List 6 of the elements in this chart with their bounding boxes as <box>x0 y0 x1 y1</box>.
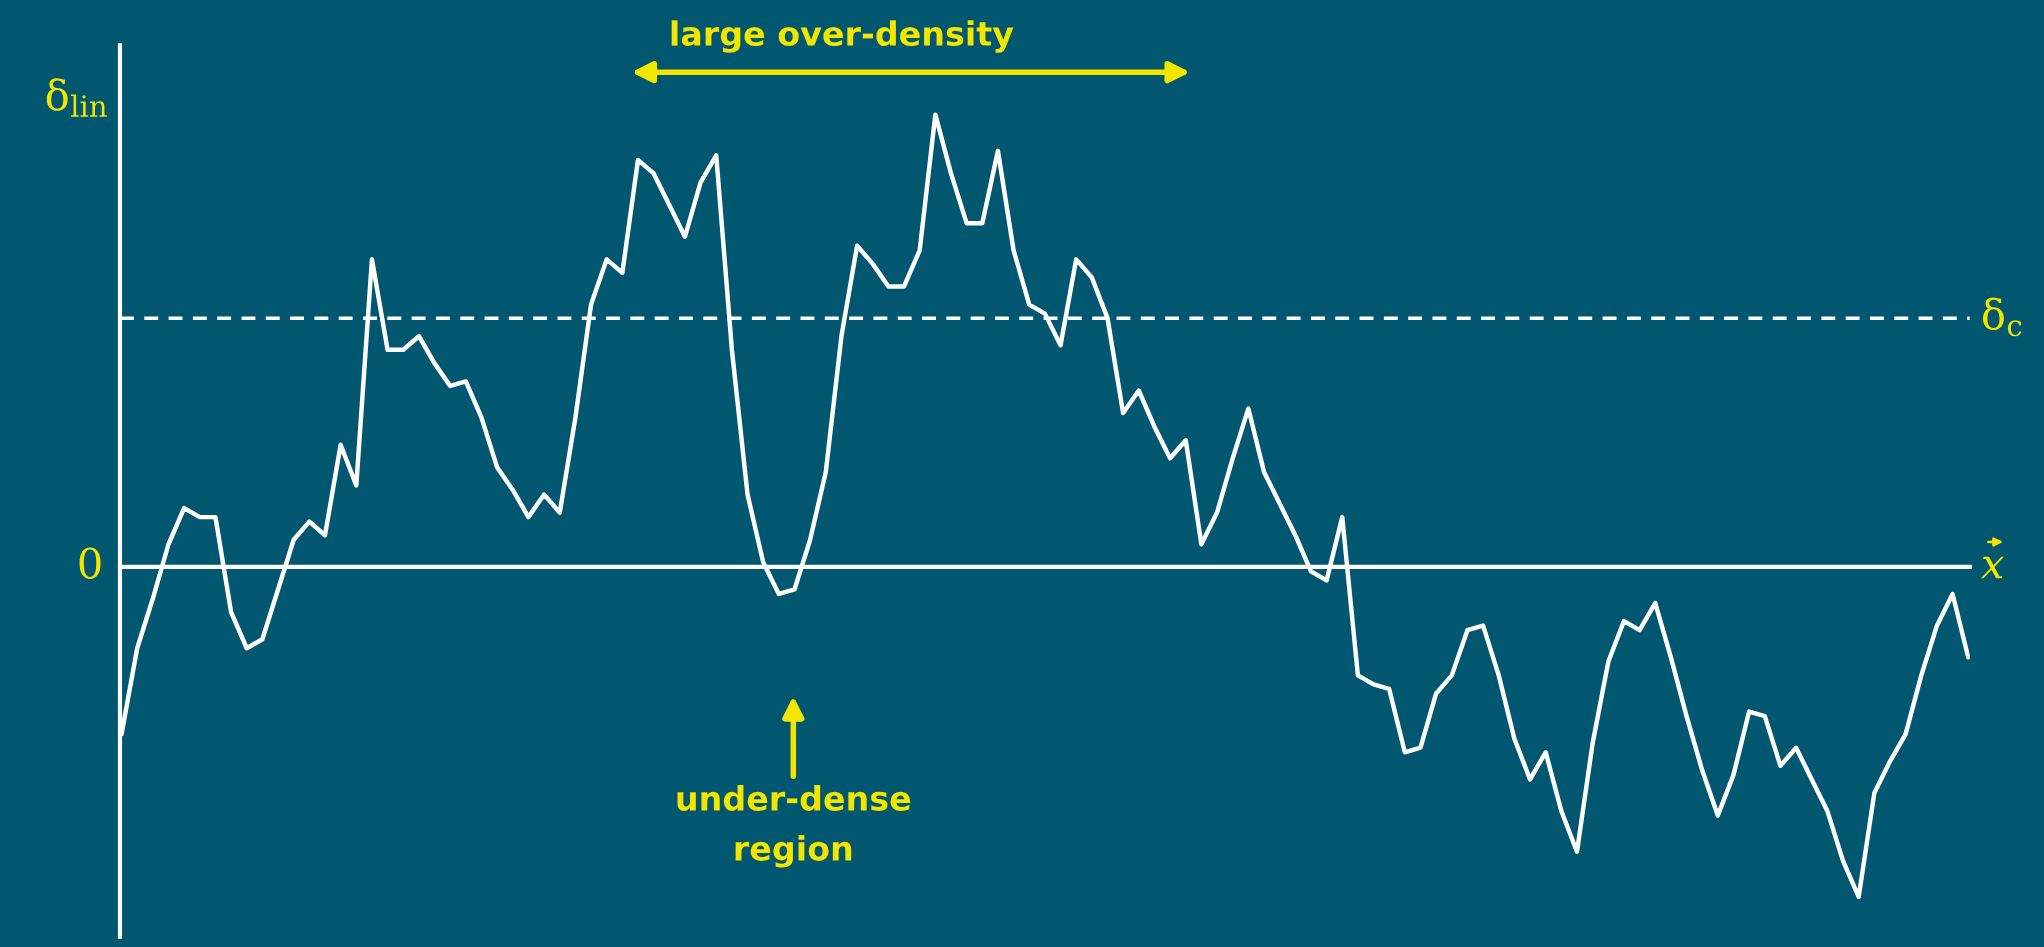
ref-line-label: δ$_{c}$ <box>1982 297 2022 337</box>
x-axis-title: x <box>1981 556 2004 579</box>
y-axis-title: δ$_{lin}$ <box>46 78 107 117</box>
text: large over-density <box>671 20 1014 53</box>
annotation: under-dense region <box>677 785 911 868</box>
text: 0 <box>79 547 101 579</box>
